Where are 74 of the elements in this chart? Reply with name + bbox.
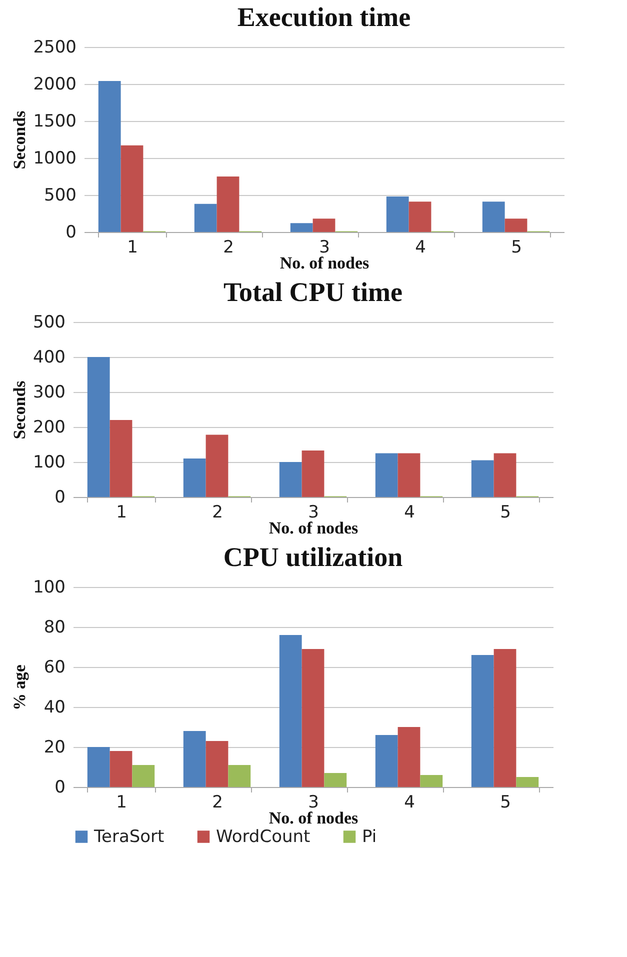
chart-title: CPU utilization — [223, 542, 403, 572]
bar — [471, 655, 494, 787]
y-axis-title: Seconds — [10, 110, 30, 170]
bar — [216, 176, 240, 232]
y-tick-label: 20 — [44, 738, 66, 758]
x-tick-label: 4 — [415, 238, 426, 258]
x-tick-label: 4 — [404, 502, 415, 522]
bar — [375, 735, 398, 787]
x-tick-label: 2 — [212, 792, 223, 812]
y-axis-title: % age — [10, 664, 30, 710]
bar — [302, 649, 324, 787]
bar — [312, 218, 336, 232]
bar — [420, 775, 443, 787]
bar — [471, 460, 494, 497]
x-tick-label: 2 — [212, 502, 223, 522]
bar — [183, 458, 206, 497]
y-tick-label: 300 — [33, 382, 66, 402]
x-tick-label: 5 — [500, 502, 511, 522]
chart-title: Total CPU time — [224, 277, 403, 307]
y-tick-label: 0 — [54, 778, 66, 798]
bar — [324, 773, 347, 787]
x-tick-label: 4 — [404, 792, 415, 812]
y-tick-label: 1000 — [33, 148, 76, 168]
bar — [132, 765, 155, 787]
y-tick-label: 2500 — [33, 38, 76, 58]
bar — [494, 649, 516, 787]
bar — [504, 218, 528, 232]
y-tick-label: 0 — [54, 488, 66, 508]
bar — [206, 434, 228, 497]
bar — [279, 635, 302, 787]
bar — [183, 731, 206, 787]
bar — [228, 765, 251, 787]
bar — [516, 777, 539, 787]
bar — [482, 202, 505, 232]
x-tick-label: 5 — [500, 792, 511, 812]
x-tick-label: 5 — [511, 238, 522, 258]
bar — [206, 741, 228, 787]
bar — [494, 453, 516, 497]
y-tick-label: 0 — [66, 222, 76, 242]
bar — [120, 145, 144, 232]
y-tick-label: 60 — [44, 658, 66, 678]
bar — [110, 751, 132, 787]
bar — [279, 462, 302, 497]
y-tick-label: 80 — [44, 618, 66, 638]
y-tick-label: 100 — [33, 452, 66, 472]
y-tick-label: 100 — [33, 578, 66, 598]
bar — [398, 727, 420, 787]
bar — [386, 196, 409, 232]
x-tick-label: 2 — [223, 238, 234, 258]
y-tick-label: 2000 — [33, 74, 76, 94]
x-tick-label: 1 — [116, 792, 127, 812]
chart-title: Execution time — [237, 2, 411, 32]
legend-label: Pi — [362, 826, 377, 847]
bar — [408, 202, 432, 232]
bar — [98, 81, 121, 232]
y-axis-title: Seconds — [10, 380, 30, 440]
legend-label: WordCount — [216, 826, 311, 847]
y-tick-label: 200 — [33, 418, 66, 438]
y-tick-label: 1500 — [33, 112, 76, 132]
bar — [375, 453, 398, 497]
bar — [302, 450, 324, 497]
x-tick-label: 1 — [127, 238, 138, 258]
bar — [87, 747, 110, 787]
bar — [398, 453, 420, 497]
x-tick-label: 1 — [116, 502, 127, 522]
bar — [194, 204, 217, 232]
y-tick-label: 40 — [44, 698, 66, 718]
bar — [290, 223, 313, 232]
y-tick-label: 500 — [44, 186, 76, 206]
legend-label: TeraSort — [93, 826, 165, 847]
bar — [87, 357, 110, 497]
y-tick-label: 500 — [33, 312, 66, 332]
y-tick-label: 400 — [33, 348, 66, 368]
bar — [110, 420, 132, 497]
